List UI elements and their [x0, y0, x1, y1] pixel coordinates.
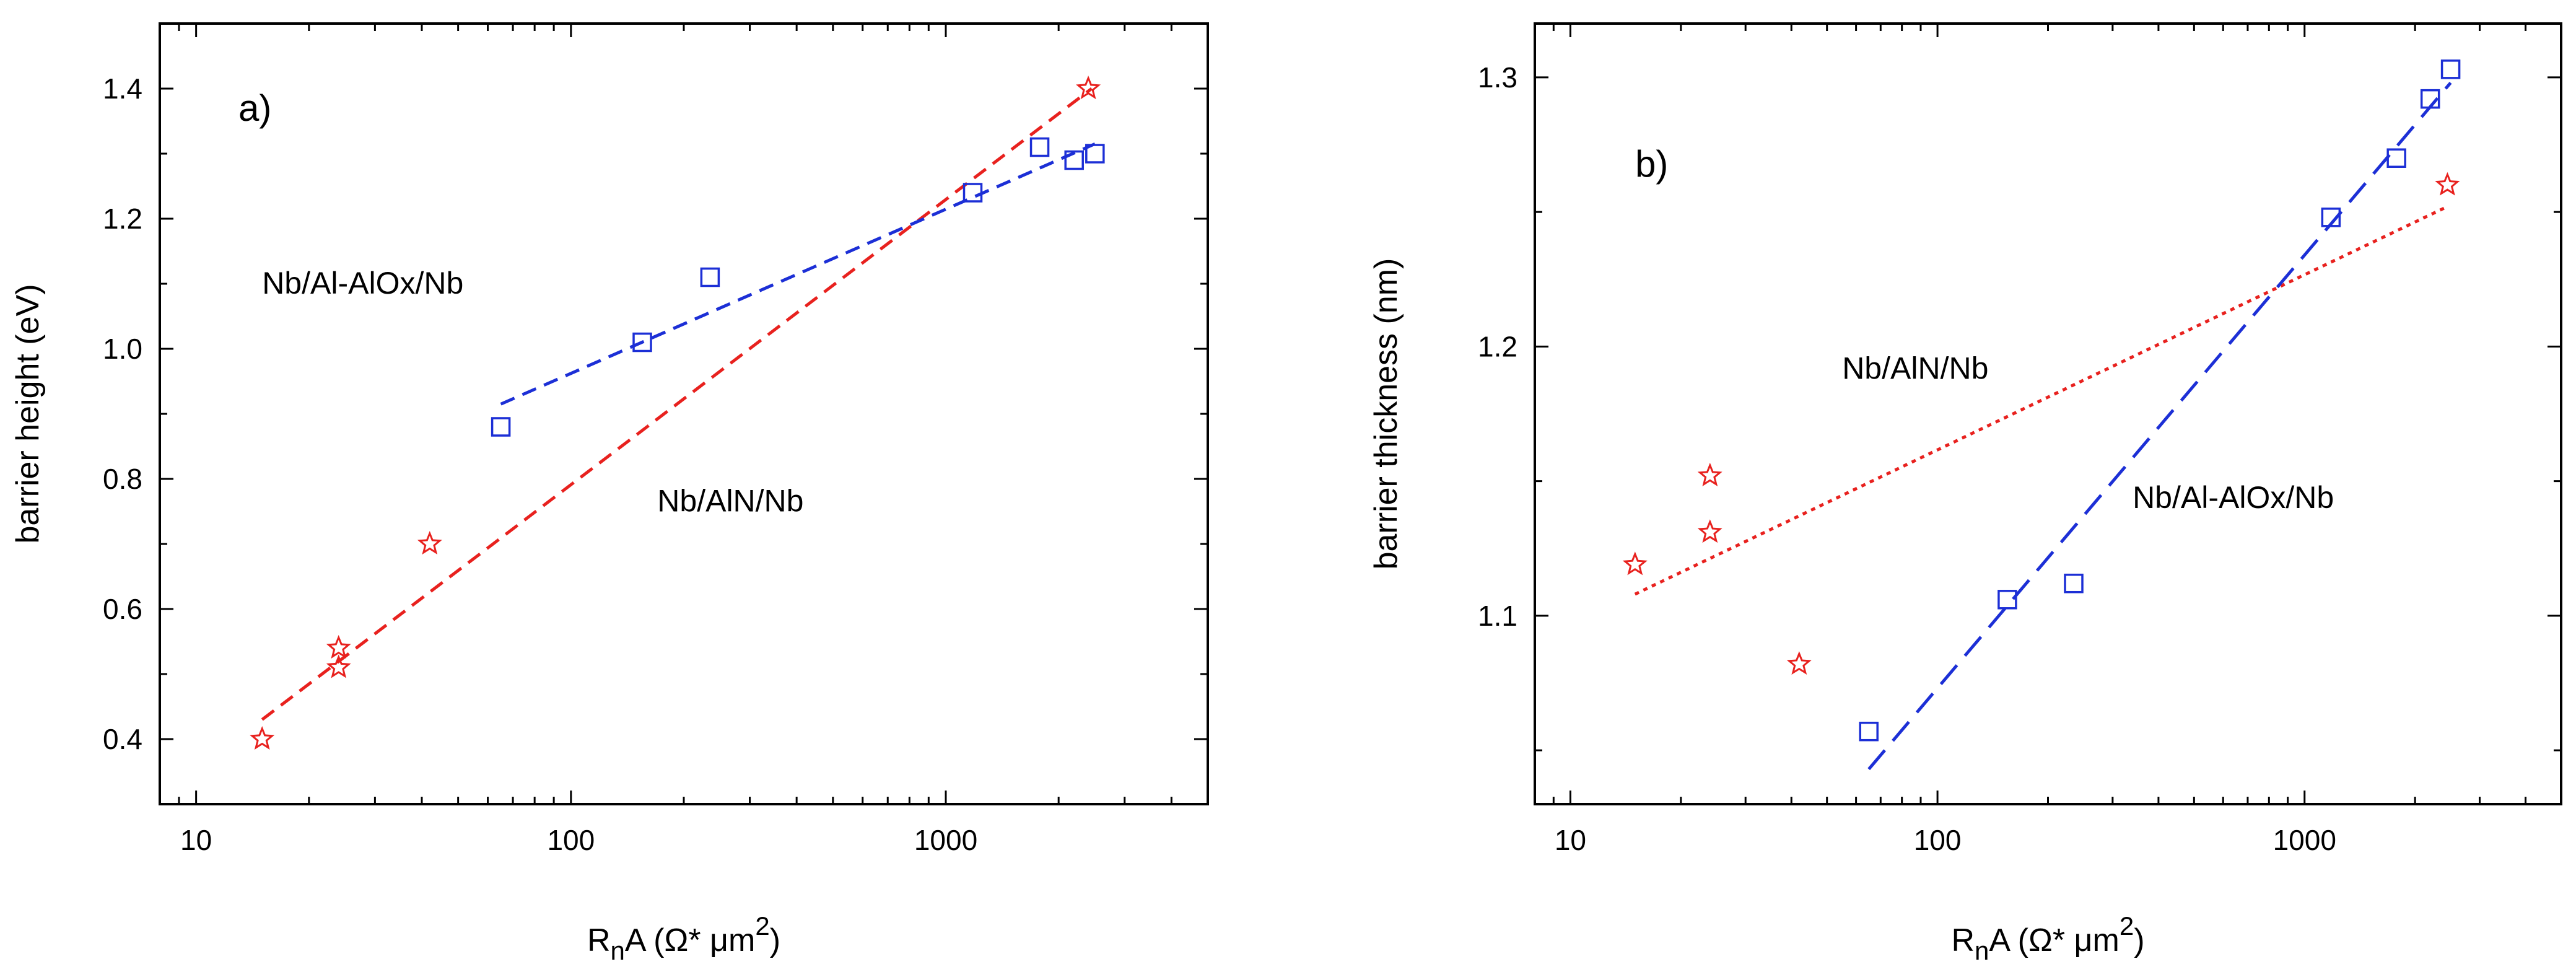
data-point-star	[1697, 519, 1722, 543]
fit-line-aln	[1634, 205, 2448, 596]
x-axis-label: RnA (Ω* μm2)	[587, 911, 780, 965]
y-tick-label: 0.8	[103, 463, 142, 495]
data-point-square	[1029, 137, 1050, 157]
data-point-star	[417, 530, 442, 555]
x-axis-label-sup: 2	[755, 911, 769, 940]
y-tick-label: 1.2	[103, 203, 142, 235]
data-point-square	[1859, 721, 1879, 742]
x-axis-label-mid: A (Ω* μm	[1989, 922, 2119, 958]
x-tick-label: 1000	[914, 824, 977, 856]
data-point-square	[632, 332, 652, 353]
data-point-square	[1064, 150, 1084, 170]
axes-frame	[1534, 22, 2562, 805]
data-point-square	[1997, 590, 2017, 610]
data-point-square	[491, 417, 511, 437]
y-axis-label: barrier thickness (nm)	[1368, 258, 1404, 570]
data-point-square	[2440, 59, 2461, 79]
x-axis-label-sub: n	[611, 936, 625, 965]
data-point-square	[2420, 89, 2440, 109]
y-tick-label: 0.6	[103, 593, 142, 625]
x-tick-label: 100	[1914, 824, 1962, 856]
data-point-star	[326, 635, 351, 659]
fit-line-alox	[500, 142, 1096, 406]
data-point-star	[1786, 651, 1812, 675]
series-annotation: Nb/AlN/Nb	[657, 484, 803, 519]
data-point-star	[1697, 462, 1722, 486]
panel-b: 10 100 1000 1.1 1.2 1.3 barrier thickness (nm)…	[1368, 22, 2562, 965]
x-tick-label: 10	[1555, 824, 1586, 856]
data-point-square	[2064, 573, 2084, 594]
panel-a: 10 100 1000 0.4 0.6 0.8 1.0 1.2 1.4 barrier heigh…	[10, 22, 1209, 965]
data-point-square	[2386, 148, 2406, 168]
x-axis-label-end: )	[2134, 922, 2144, 958]
panel-label: a)	[238, 87, 271, 129]
y-tick-label: 0.4	[103, 723, 142, 755]
axes-frame	[159, 22, 1209, 805]
y-tick-label: 1.4	[103, 72, 142, 105]
y-tick-label: 1.0	[103, 333, 142, 365]
y-tick-label: 1.3	[1478, 61, 1517, 94]
x-tick-label: 1000	[2273, 824, 2336, 856]
data-point-square	[700, 267, 720, 287]
series-annotation: Nb/Al-AlOx/Nb	[262, 266, 463, 300]
data-point-square	[963, 183, 983, 203]
data-point-star	[250, 725, 275, 750]
x-axis-label: RnA (Ω* μm2)	[1951, 911, 2144, 965]
y-axis-label: barrier height (eV)	[10, 284, 46, 543]
x-axis-label-mid: A (Ω* μm	[625, 922, 755, 958]
data-point-star	[2435, 172, 2460, 196]
series-annotation: Nb/AlN/Nb	[1842, 351, 1988, 386]
x-axis-label-sup: 2	[2120, 911, 2134, 940]
data-point-star	[1076, 75, 1101, 100]
x-axis-label-end: )	[770, 922, 780, 958]
data-point-star	[326, 654, 351, 678]
series-annotation: Nb/Al-AlOx/Nb	[2133, 480, 2334, 515]
panel-label: b)	[1635, 143, 1668, 185]
data-point-star	[1622, 551, 1648, 576]
x-tick-label: 100	[547, 824, 595, 856]
fit-line-aln	[261, 87, 1093, 721]
data-point-square	[2321, 208, 2341, 227]
x-tick-label: 10	[180, 824, 212, 856]
data-point-square	[1085, 144, 1105, 164]
x-axis-label-sub: n	[1975, 936, 1989, 965]
x-axis-label-base: R	[1951, 922, 1975, 958]
fit-line-alox	[1867, 81, 2452, 771]
y-tick-label: 1.1	[1478, 600, 1517, 632]
x-axis-label-base: R	[587, 922, 611, 958]
y-tick-label: 1.2	[1478, 330, 1517, 362]
